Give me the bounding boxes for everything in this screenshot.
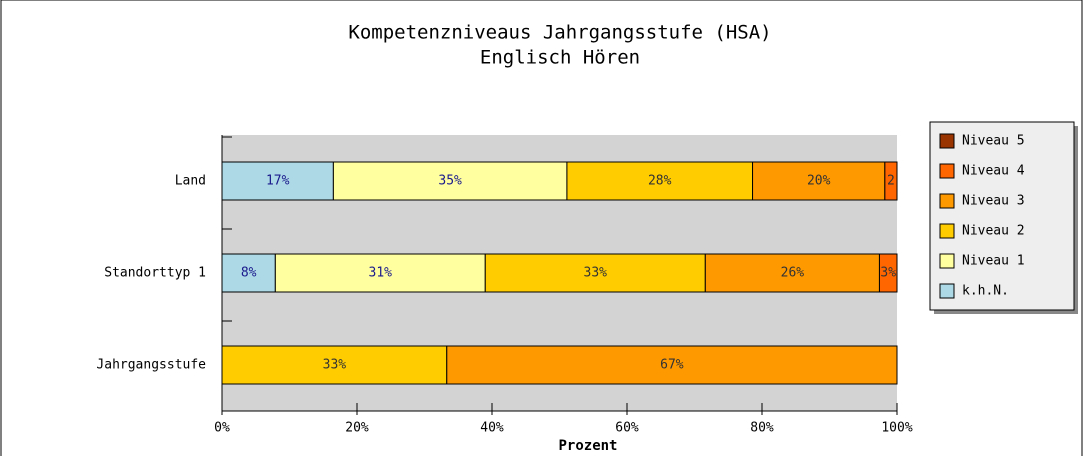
data-label: 33% [584, 266, 608, 281]
data-label: 17% [266, 174, 290, 189]
bar-segment [878, 253, 898, 293]
chart-subtitle: Englisch Hören [480, 47, 640, 69]
y-tick-label: Jahrgangsstufe [96, 358, 206, 373]
bar-segment [704, 253, 880, 293]
legend-swatch [939, 193, 955, 209]
y-tick-label: Standorttyp 1 [104, 266, 206, 281]
legend-label: Niveau 4 [962, 164, 1025, 179]
legend-swatch [939, 223, 955, 239]
chart-title: Kompetenzniveaus Jahrgangsstufe (HSA) [348, 22, 771, 44]
y-tick-label: Land [175, 174, 206, 189]
bar-segment [884, 161, 898, 201]
data-label: 2 [887, 174, 895, 189]
bar-segment [446, 345, 898, 385]
legend-swatch [939, 253, 955, 269]
legend-label: Niveau 5 [962, 134, 1025, 149]
bar-segment [221, 161, 334, 201]
x-tick-label: 100% [881, 421, 912, 436]
bar-segment [221, 345, 448, 385]
legend-swatch [939, 283, 955, 299]
data-label: 35% [438, 174, 462, 189]
bar-segment [752, 161, 886, 201]
x-tick-label: 0% [214, 421, 230, 436]
legend [929, 121, 1075, 311]
x-tick-label: 80% [750, 421, 774, 436]
bar-segment [332, 161, 568, 201]
legend-swatch [939, 133, 955, 149]
x-tick-label: 40% [480, 421, 504, 436]
legend-label: Niveau 3 [962, 194, 1025, 209]
legend-label: Niveau 1 [962, 254, 1025, 269]
bar-segment [484, 253, 706, 293]
data-label: 20% [807, 174, 831, 189]
legend-label: Niveau 2 [962, 224, 1025, 239]
x-tick-label: 60% [615, 421, 639, 436]
data-label: 8% [241, 266, 257, 281]
legend-swatch [939, 163, 955, 179]
data-label: 67% [660, 358, 684, 373]
bar-segment [221, 253, 276, 293]
data-label: 31% [369, 266, 393, 281]
x-axis-label: Prozent [558, 438, 617, 454]
bar-segment [566, 161, 754, 201]
data-label: 28% [648, 174, 672, 189]
x-tick-label: 20% [345, 421, 369, 436]
data-label: 3% [880, 266, 896, 281]
legend-label: k.h.N. [962, 284, 1009, 299]
data-label: 26% [781, 266, 805, 281]
data-label: 33% [323, 358, 347, 373]
